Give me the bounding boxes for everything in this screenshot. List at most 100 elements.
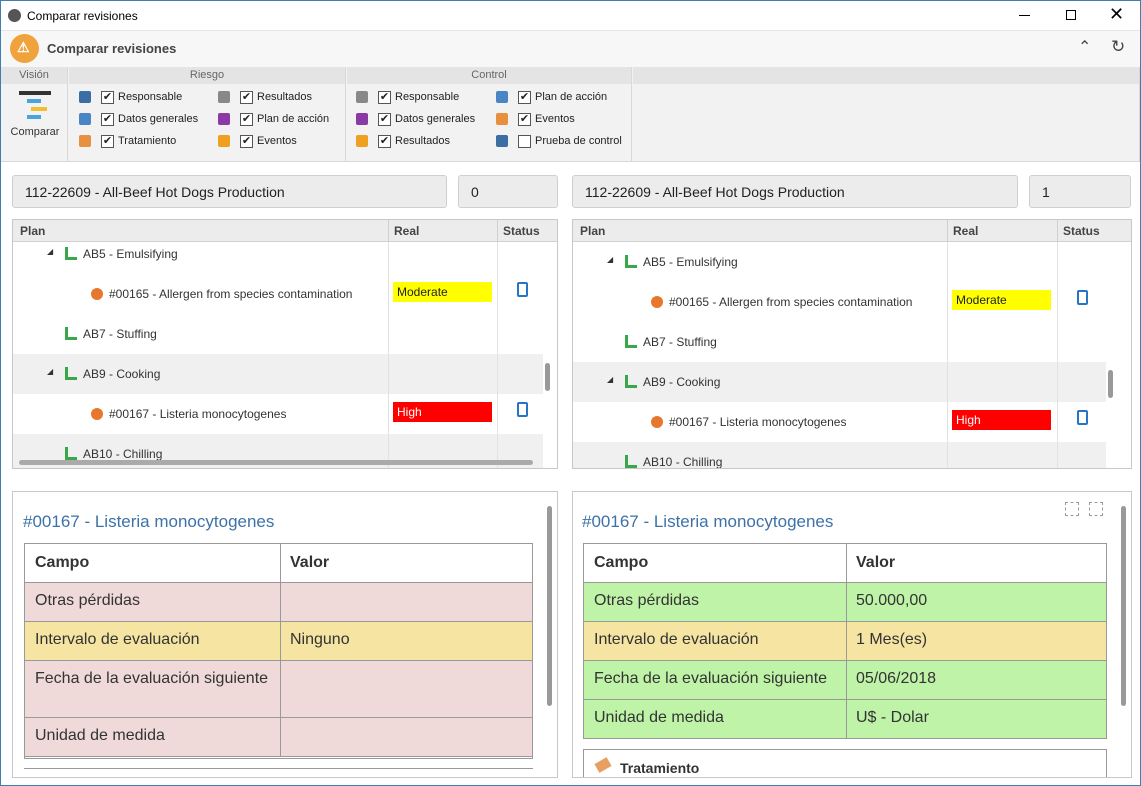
tree-row[interactable]: AB7 - Stuffing — [573, 322, 1106, 362]
option-checkbox[interactable]: ✔ — [518, 113, 531, 126]
column-divider — [388, 354, 389, 394]
expand-toggle[interactable]: ◢ — [47, 247, 54, 256]
tree-grid: ◢ AB5 - Emulsifying #00165 - Allergen from… — [572, 219, 1132, 469]
column-divider — [846, 583, 847, 621]
table-row: Otras pérdidas 50.000,00 — [584, 583, 1106, 622]
cell: Otras pérdidas — [594, 592, 699, 609]
status-icon[interactable] — [517, 282, 528, 297]
column-header[interactable]: Plan — [20, 224, 46, 238]
refresh-button[interactable]: ↻ — [1111, 37, 1126, 56]
tree-row[interactable]: #00165 - Allergen from species contamina… — [13, 274, 543, 314]
option-label[interactable]: Plan de acción — [535, 91, 608, 103]
collapse-icon[interactable] — [1089, 502, 1103, 516]
option-icon — [218, 113, 230, 125]
option-icon — [79, 135, 91, 147]
tree-row[interactable]: #00165 - Allergen from species contamina… — [573, 282, 1106, 322]
tree-row[interactable]: ◢ AB5 - Emulsifying — [13, 242, 543, 274]
expand-toggle[interactable]: ◢ — [607, 375, 614, 384]
horizontal-scrollbar[interactable] — [19, 460, 533, 465]
tree-row[interactable]: #00167 - Listeria monocytogenes High — [13, 394, 543, 434]
cell: Otras pérdidas — [35, 592, 140, 609]
tree-row[interactable]: ◢ AB9 - Cooking — [13, 354, 543, 394]
option-checkbox[interactable]: ✔ — [240, 113, 253, 126]
minimize-button[interactable] — [1019, 15, 1030, 16]
option-label[interactable]: Responsable — [118, 91, 183, 103]
option-label[interactable]: Prueba de control — [535, 135, 622, 147]
column-divider — [280, 661, 281, 717]
vertical-scrollbar[interactable] — [1121, 506, 1126, 706]
tree-row[interactable]: AB7 - Stuffing — [13, 314, 543, 354]
tree-row[interactable]: AB10 - Chilling — [573, 442, 1106, 468]
column-header[interactable]: Status — [1063, 224, 1100, 238]
close-button[interactable]: ✕ — [1109, 4, 1125, 24]
compare-icon-1 — [19, 91, 51, 95]
column-header[interactable]: Real — [394, 224, 420, 238]
cell: 50.000,00 — [856, 592, 928, 609]
column-header[interactable]: Status — [503, 224, 540, 238]
option-label[interactable]: Datos generales — [118, 113, 199, 125]
step-icon — [65, 247, 77, 260]
column-divider — [280, 622, 281, 660]
section-icon — [594, 757, 612, 773]
collapse-button[interactable]: ⌃ — [1078, 39, 1092, 56]
ribbon-group: Riesgo — [69, 67, 346, 162]
status-icon[interactable] — [517, 402, 528, 417]
tree-label: AB7 - Stuffing — [83, 327, 157, 341]
vertical-scrollbar[interactable] — [545, 363, 550, 391]
option-label[interactable]: Resultados — [257, 91, 313, 103]
option-checkbox[interactable]: ✔ — [240, 135, 253, 148]
column-divider — [388, 220, 389, 242]
real-badge: High — [393, 402, 492, 422]
option-label[interactable]: Responsable — [395, 91, 460, 103]
option-label[interactable]: Plan de acción — [257, 113, 330, 125]
cell: Valor — [290, 554, 330, 571]
column-header[interactable]: Plan — [580, 224, 606, 238]
option-checkbox[interactable]: ✔ — [518, 91, 531, 104]
record-field: 112-22609 - All-Beef Hot Dogs Production — [12, 175, 447, 208]
option-checkbox[interactable]: ✔ — [378, 91, 391, 104]
option-checkbox[interactable]: ✔ — [378, 113, 391, 126]
real-badge: Moderate — [952, 290, 1051, 310]
option-checkbox[interactable]: ✔ — [378, 135, 391, 148]
table-header: Campo Valor — [584, 544, 1106, 583]
column-divider — [497, 242, 498, 274]
cell: 05/06/2018 — [856, 670, 937, 687]
column-divider — [947, 362, 948, 402]
status-icon[interactable] — [1077, 410, 1088, 425]
expand-toggle[interactable]: ◢ — [607, 255, 614, 264]
tree-row[interactable]: ◢ AB9 - Cooking — [573, 362, 1106, 402]
option-checkbox[interactable]: ✔ — [240, 91, 253, 104]
revision-field: 0 — [458, 175, 558, 208]
section-title[interactable]: Tratamiento — [620, 760, 700, 776]
option-label[interactable]: Tratamiento — [118, 135, 177, 147]
option-checkbox[interactable] — [518, 135, 531, 148]
vertical-scrollbar[interactable] — [1108, 370, 1113, 398]
detail-panel: #00167 - Listeria monocytogenes Campo Valo… — [12, 491, 558, 778]
group-header-bg — [347, 67, 631, 84]
status-icon[interactable] — [1077, 290, 1088, 305]
expand-icon[interactable] — [1065, 502, 1079, 516]
step-icon — [65, 447, 77, 460]
risk-icon — [651, 296, 663, 308]
vertical-scrollbar[interactable] — [547, 506, 552, 706]
tree-row[interactable]: #00167 - Listeria monocytogenes High — [573, 402, 1106, 442]
option-checkbox[interactable]: ✔ — [101, 113, 114, 126]
option-label[interactable]: Resultados — [395, 135, 451, 147]
column-divider — [280, 583, 281, 621]
option-checkbox[interactable]: ✔ — [101, 91, 114, 104]
option-checkbox[interactable]: ✔ — [101, 135, 114, 148]
column-header[interactable]: Real — [953, 224, 979, 238]
cell: Ninguno — [290, 631, 350, 648]
step-icon — [625, 455, 637, 468]
option-label[interactable]: Eventos — [257, 135, 297, 147]
tree-row[interactable]: ◢ AB5 - Emulsifying — [573, 242, 1106, 282]
option-label[interactable]: Eventos — [535, 113, 575, 125]
tree-body: ◢ AB5 - Emulsifying #00165 - Allergen from… — [573, 242, 1106, 468]
maximize-button[interactable] — [1066, 10, 1076, 20]
tree-label: #00167 - Listeria monocytogenes — [109, 407, 287, 421]
expand-toggle[interactable]: ◢ — [47, 367, 54, 376]
group-header-bg — [633, 67, 1139, 84]
option-label[interactable]: Datos generales — [395, 113, 476, 125]
compare-button[interactable]: Comparar — [5, 87, 65, 139]
